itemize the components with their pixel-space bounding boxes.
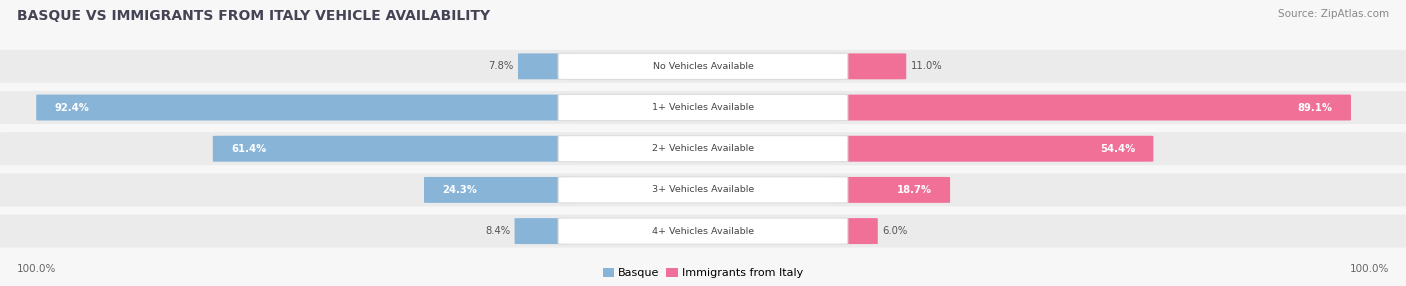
FancyBboxPatch shape bbox=[830, 53, 907, 79]
FancyBboxPatch shape bbox=[558, 94, 848, 121]
Text: 100.0%: 100.0% bbox=[1350, 264, 1389, 274]
Text: 11.0%: 11.0% bbox=[911, 61, 942, 71]
FancyBboxPatch shape bbox=[558, 53, 848, 80]
FancyBboxPatch shape bbox=[0, 173, 1406, 206]
FancyBboxPatch shape bbox=[830, 177, 950, 203]
Text: 24.3%: 24.3% bbox=[443, 185, 477, 195]
FancyBboxPatch shape bbox=[515, 218, 576, 244]
Text: 92.4%: 92.4% bbox=[55, 103, 90, 112]
Text: 54.4%: 54.4% bbox=[1099, 144, 1135, 154]
Text: No Vehicles Available: No Vehicles Available bbox=[652, 62, 754, 71]
Text: 1+ Vehicles Available: 1+ Vehicles Available bbox=[652, 103, 754, 112]
FancyBboxPatch shape bbox=[558, 136, 848, 162]
FancyBboxPatch shape bbox=[558, 218, 848, 244]
FancyBboxPatch shape bbox=[830, 95, 1351, 120]
Text: 100.0%: 100.0% bbox=[17, 264, 56, 274]
Text: 61.4%: 61.4% bbox=[231, 144, 266, 154]
FancyBboxPatch shape bbox=[37, 95, 576, 120]
Text: 7.8%: 7.8% bbox=[488, 61, 513, 71]
FancyBboxPatch shape bbox=[830, 218, 877, 244]
Text: 4+ Vehicles Available: 4+ Vehicles Available bbox=[652, 227, 754, 236]
FancyBboxPatch shape bbox=[425, 177, 576, 203]
FancyBboxPatch shape bbox=[0, 214, 1406, 248]
Text: Source: ZipAtlas.com: Source: ZipAtlas.com bbox=[1278, 9, 1389, 19]
FancyBboxPatch shape bbox=[0, 91, 1406, 124]
Text: 2+ Vehicles Available: 2+ Vehicles Available bbox=[652, 144, 754, 153]
FancyBboxPatch shape bbox=[830, 136, 1153, 162]
FancyBboxPatch shape bbox=[558, 177, 848, 203]
FancyBboxPatch shape bbox=[0, 50, 1406, 83]
Text: BASQUE VS IMMIGRANTS FROM ITALY VEHICLE AVAILABILITY: BASQUE VS IMMIGRANTS FROM ITALY VEHICLE … bbox=[17, 9, 491, 23]
Text: 3+ Vehicles Available: 3+ Vehicles Available bbox=[652, 185, 754, 194]
FancyBboxPatch shape bbox=[517, 53, 576, 79]
FancyBboxPatch shape bbox=[212, 136, 576, 162]
FancyBboxPatch shape bbox=[0, 132, 1406, 165]
Text: 89.1%: 89.1% bbox=[1298, 103, 1333, 112]
Text: 8.4%: 8.4% bbox=[485, 226, 510, 236]
Text: 18.7%: 18.7% bbox=[897, 185, 932, 195]
Legend: Basque, Immigrants from Italy: Basque, Immigrants from Italy bbox=[600, 266, 806, 281]
Text: 6.0%: 6.0% bbox=[882, 226, 907, 236]
